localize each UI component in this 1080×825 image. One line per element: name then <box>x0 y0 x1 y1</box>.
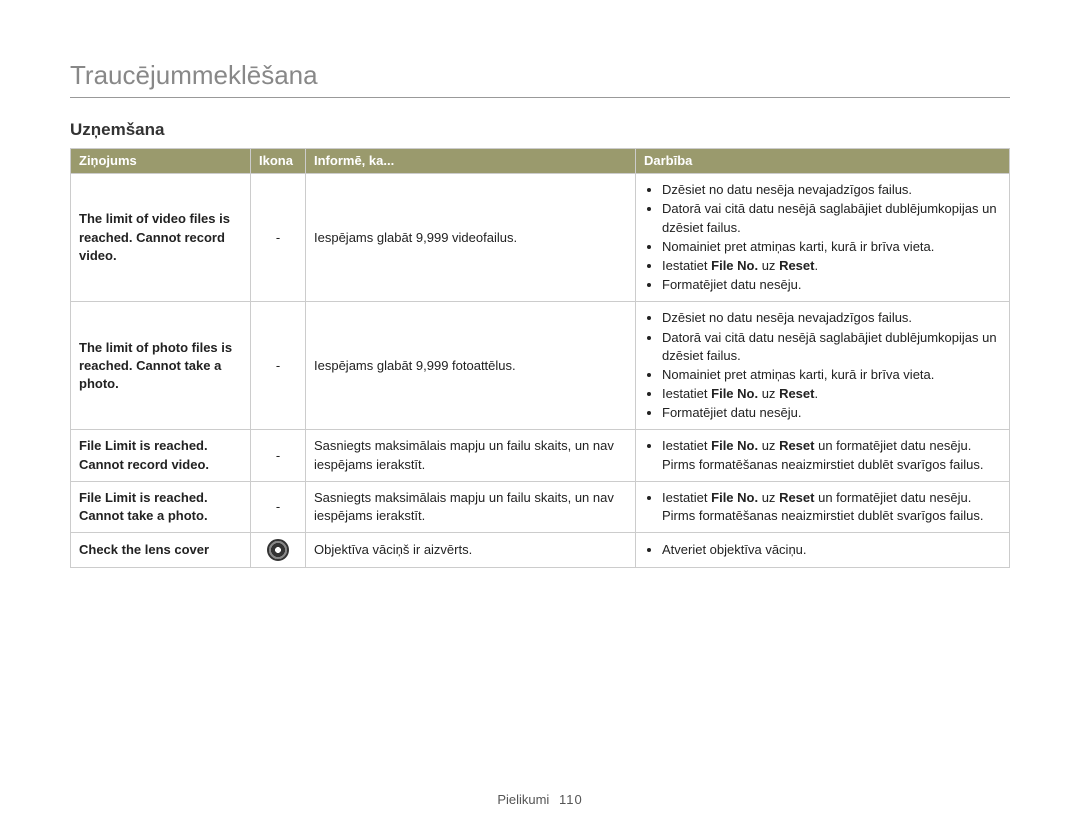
header-icon: Ikona <box>251 149 306 174</box>
icon-cell: - <box>251 302 306 430</box>
message-cell: File Limit is reached. Cannot record vid… <box>71 430 251 481</box>
action-item: Atveriet objektīva vāciņu. <box>662 541 1001 559</box>
footer-label: Pielikumi <box>497 792 549 807</box>
message-cell: Check the lens cover <box>71 533 251 568</box>
action-item: Datorā vai citā datu nesējā saglabājiet … <box>662 329 1001 365</box>
action-item: Nomainiet pret atmiņas karti, kurā ir br… <box>662 366 1001 384</box>
icon-cell: - <box>251 430 306 481</box>
informs-cell: Sasniegts maksimālais mapju un failu ska… <box>306 430 636 481</box>
message-cell: File Limit is reached. Cannot take a pho… <box>71 481 251 532</box>
action-item: Iestatiet File No. uz Reset un formatēji… <box>662 437 1001 473</box>
action-list: Dzēsiet no datu nesēja nevajadzīgos fail… <box>644 309 1001 422</box>
title-divider <box>70 97 1010 98</box>
action-cell: Dzēsiet no datu nesēja nevajadzīgos fail… <box>636 174 1010 302</box>
icon-cell: - <box>251 481 306 532</box>
message-cell: The limit of video files is reached. Can… <box>71 174 251 302</box>
action-item: Formatējiet datu nesēju. <box>662 276 1001 294</box>
action-cell: Atveriet objektīva vāciņu. <box>636 533 1010 568</box>
action-cell: Iestatiet File No. uz Reset un formatēji… <box>636 430 1010 481</box>
footer-page-number: 110 <box>559 792 583 807</box>
table-row: The limit of video files is reached. Can… <box>71 174 1010 302</box>
action-item: Iestatiet File No. uz Reset un formatēji… <box>662 489 1001 525</box>
informs-cell: Iespējams glabāt 9,999 videofailus. <box>306 174 636 302</box>
action-item: Dzēsiet no datu nesēja nevajadzīgos fail… <box>662 309 1001 327</box>
informs-cell: Objektīva vāciņš ir aizvērts. <box>306 533 636 568</box>
icon-cell <box>251 533 306 568</box>
table-header-row: Ziņojums Ikona Informē, ka... Darbība <box>71 149 1010 174</box>
page-title: Traucējummeklēšana <box>70 60 1010 91</box>
message-cell: The limit of photo files is reached. Can… <box>71 302 251 430</box>
action-item: Dzēsiet no datu nesēja nevajadzīgos fail… <box>662 181 1001 199</box>
page-footer: Pielikumi 110 <box>0 792 1080 807</box>
action-list: Iestatiet File No. uz Reset un formatēji… <box>644 437 1001 473</box>
action-cell: Dzēsiet no datu nesēja nevajadzīgos fail… <box>636 302 1010 430</box>
table-row: File Limit is reached. Cannot record vid… <box>71 430 1010 481</box>
action-item: Datorā vai citā datu nesējā saglabājiet … <box>662 200 1001 236</box>
header-informs: Informē, ka... <box>306 149 636 174</box>
table-row: Check the lens cover Objektīva vāciņš ir … <box>71 533 1010 568</box>
troubleshooting-table: Ziņojums Ikona Informē, ka... Darbība Th… <box>70 148 1010 568</box>
action-list: Atveriet objektīva vāciņu. <box>644 541 1001 559</box>
action-list: Dzēsiet no datu nesēja nevajadzīgos fail… <box>644 181 1001 294</box>
table-row: The limit of photo files is reached. Can… <box>71 302 1010 430</box>
header-message: Ziņojums <box>71 149 251 174</box>
action-item: Iestatiet File No. uz Reset. <box>662 385 1001 403</box>
informs-cell: Iespējams glabāt 9,999 fotoattēlus. <box>306 302 636 430</box>
header-action: Darbība <box>636 149 1010 174</box>
table-row: File Limit is reached. Cannot take a pho… <box>71 481 1010 532</box>
action-list: Iestatiet File No. uz Reset un formatēji… <box>644 489 1001 525</box>
section-subtitle: Uzņemšana <box>70 120 1010 140</box>
action-item: Formatējiet datu nesēju. <box>662 404 1001 422</box>
icon-cell: - <box>251 174 306 302</box>
action-item: Iestatiet File No. uz Reset. <box>662 257 1001 275</box>
informs-cell: Sasniegts maksimālais mapju un failu ska… <box>306 481 636 532</box>
lens-icon <box>267 539 289 561</box>
action-item: Nomainiet pret atmiņas karti, kurā ir br… <box>662 238 1001 256</box>
action-cell: Iestatiet File No. uz Reset un formatēji… <box>636 481 1010 532</box>
